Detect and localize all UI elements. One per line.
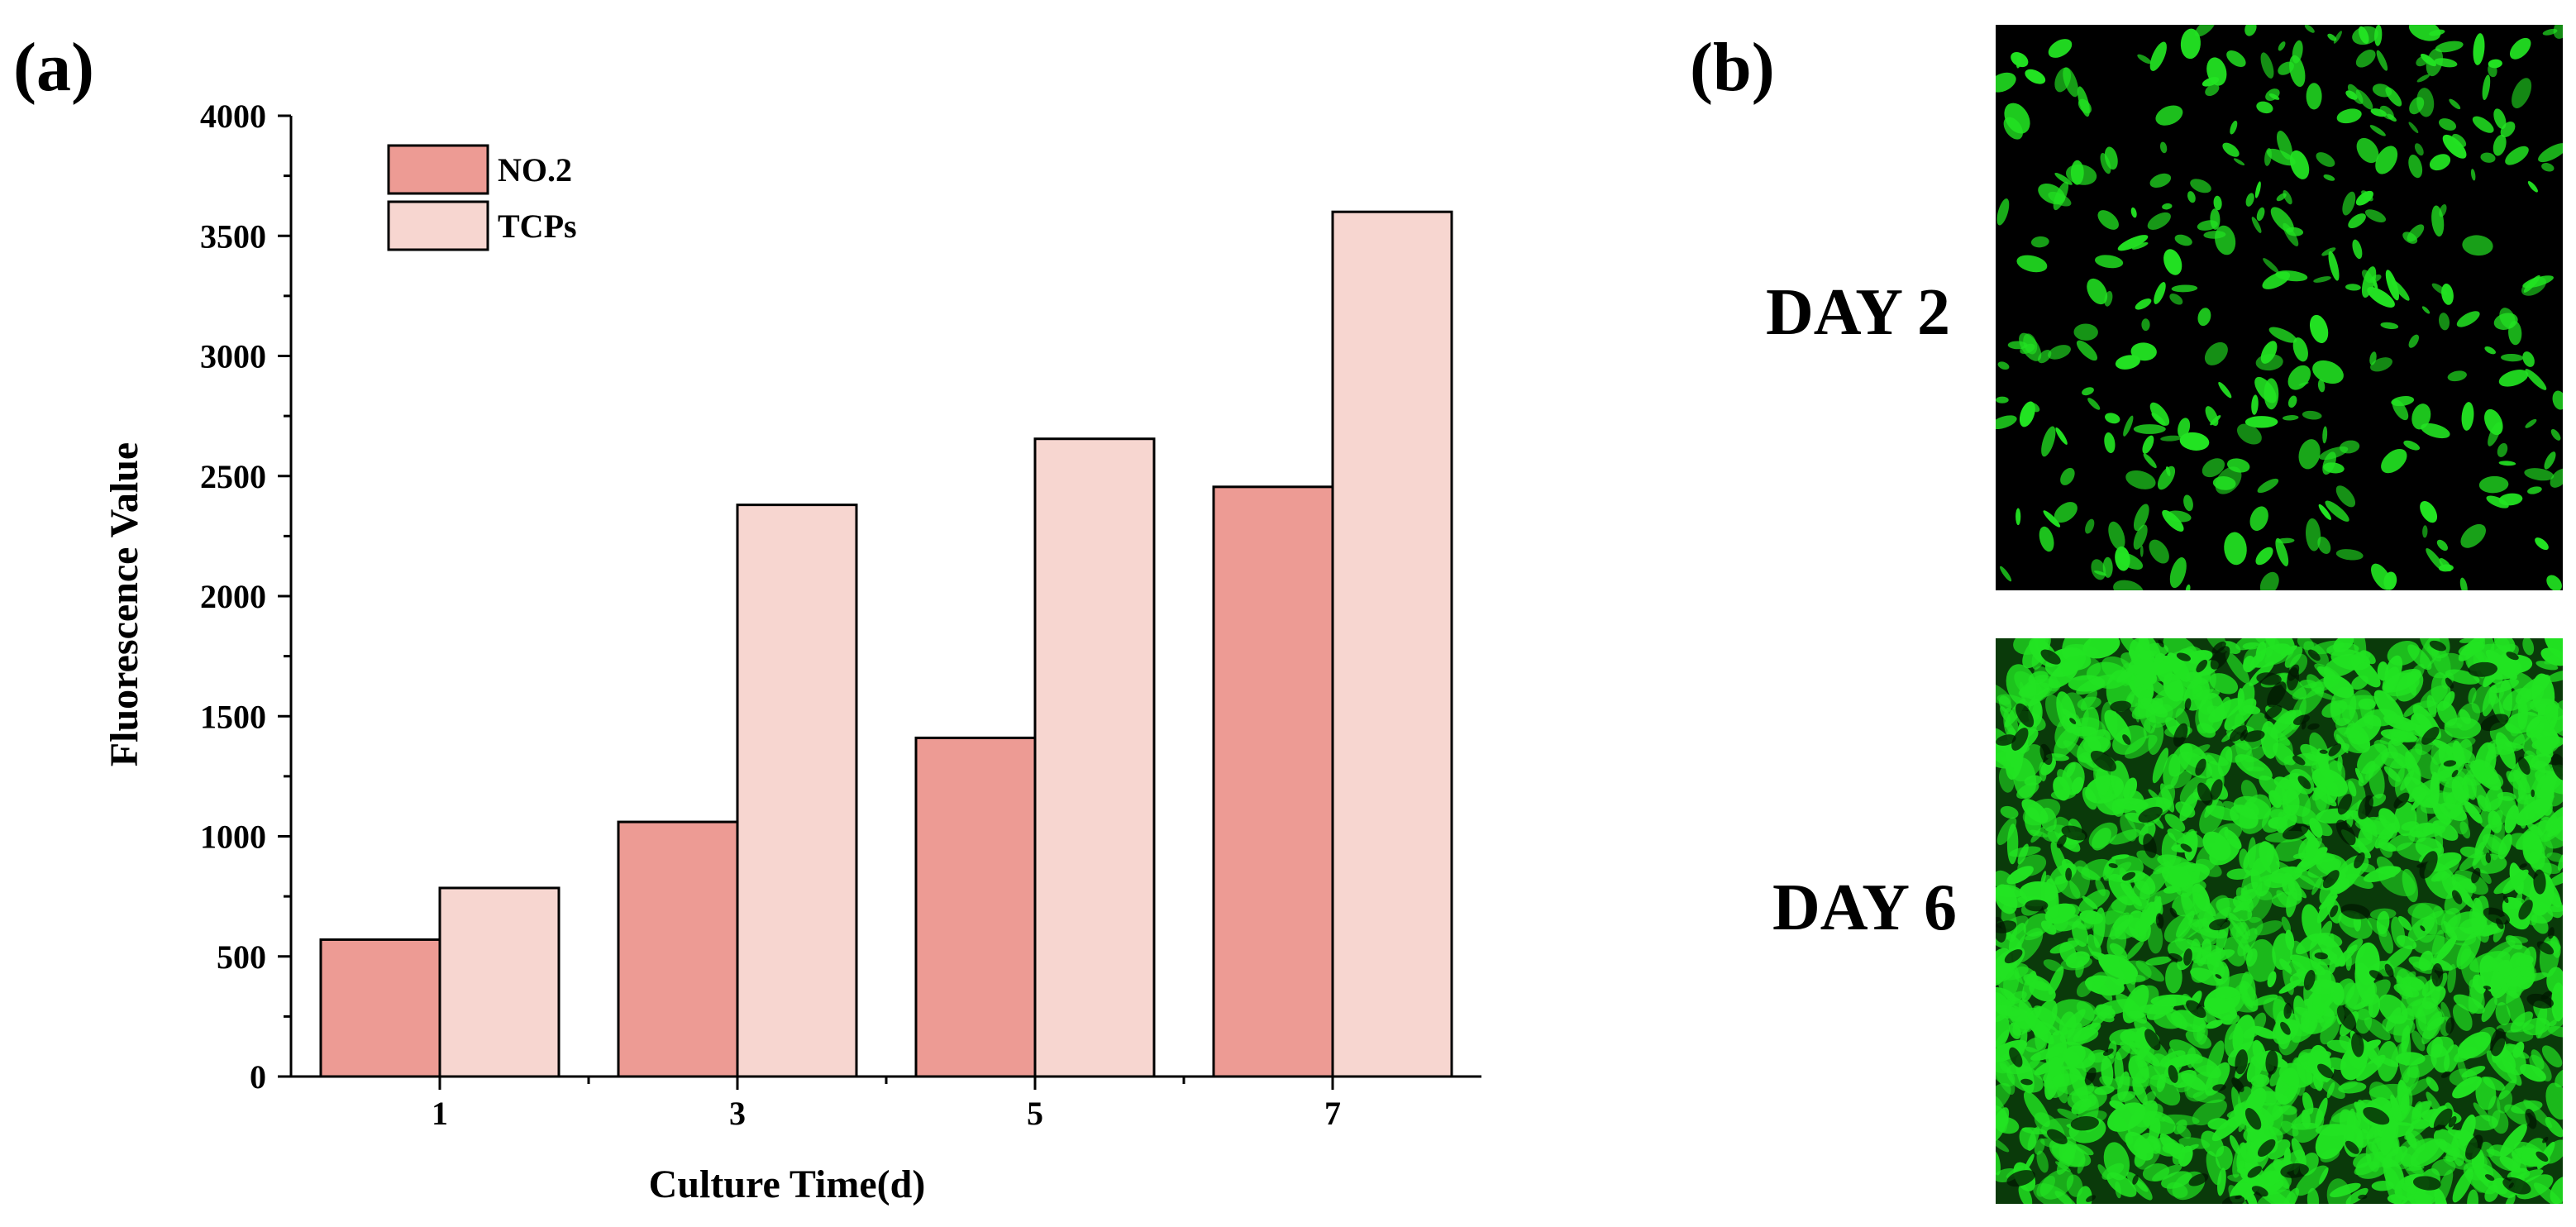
day2-fluorescence-image	[1996, 25, 2563, 590]
bar-tcps-day-5	[1033, 437, 1156, 1078]
legend-swatch-no2	[387, 144, 489, 195]
bar-chart: 0 500 1000 1500 2000 2500 3000 3500 4000 1 3 5 7 Cult…	[103, 98, 1481, 1206]
x-tick-label: 3	[729, 1095, 746, 1132]
day2-label: DAY 2	[1766, 276, 1951, 349]
bar-tcps-day-7	[1331, 210, 1453, 1078]
legend-label-no2: NO.2	[498, 151, 572, 189]
panel-b-label: (b)	[1690, 29, 1775, 106]
x-tick-label: 7	[1324, 1095, 1341, 1132]
bar-no2-day-7	[1212, 485, 1334, 1078]
day6-label: DAY 6	[1772, 871, 1958, 944]
y-axis-title: Fluorescence Value	[103, 442, 146, 766]
y-tick-label: 0	[250, 1058, 266, 1096]
bar-no2-day-3	[617, 820, 739, 1078]
bar-no2-day-5	[914, 736, 1037, 1078]
y-tick-label: 1000	[200, 819, 266, 856]
x-axis-title: Culture Time(d)	[649, 1163, 926, 1206]
bar-tcps-day-1	[438, 886, 561, 1078]
y-tick-label: 3000	[200, 338, 266, 375]
x-tick-label: 1	[432, 1095, 448, 1132]
y-tick-label: 2500	[200, 458, 266, 495]
legend-label-tcps: TCPs	[498, 208, 577, 245]
bars-layer	[319, 210, 1453, 1078]
panel-a-label: (a)	[13, 29, 94, 106]
x-tick-label: 5	[1027, 1095, 1043, 1132]
y-tick-label: 2000	[200, 578, 266, 615]
legend: NO.2 TCPs	[387, 144, 577, 251]
legend-swatch-tcps	[387, 200, 489, 251]
y-tick-label: 4000	[200, 98, 266, 135]
axes-layer: 0 500 1000 1500 2000 2500 3000 3500 4000 1 3 5 7 Cult…	[103, 98, 1481, 1206]
y-tick-label: 500	[217, 938, 266, 976]
day6-fluorescence-image	[1996, 638, 2563, 1204]
y-tick-label: 3500	[200, 217, 266, 255]
y-tick-label: 1500	[200, 698, 266, 735]
bar-no2-day-1	[319, 938, 441, 1078]
bar-tcps-day-3	[736, 504, 858, 1078]
